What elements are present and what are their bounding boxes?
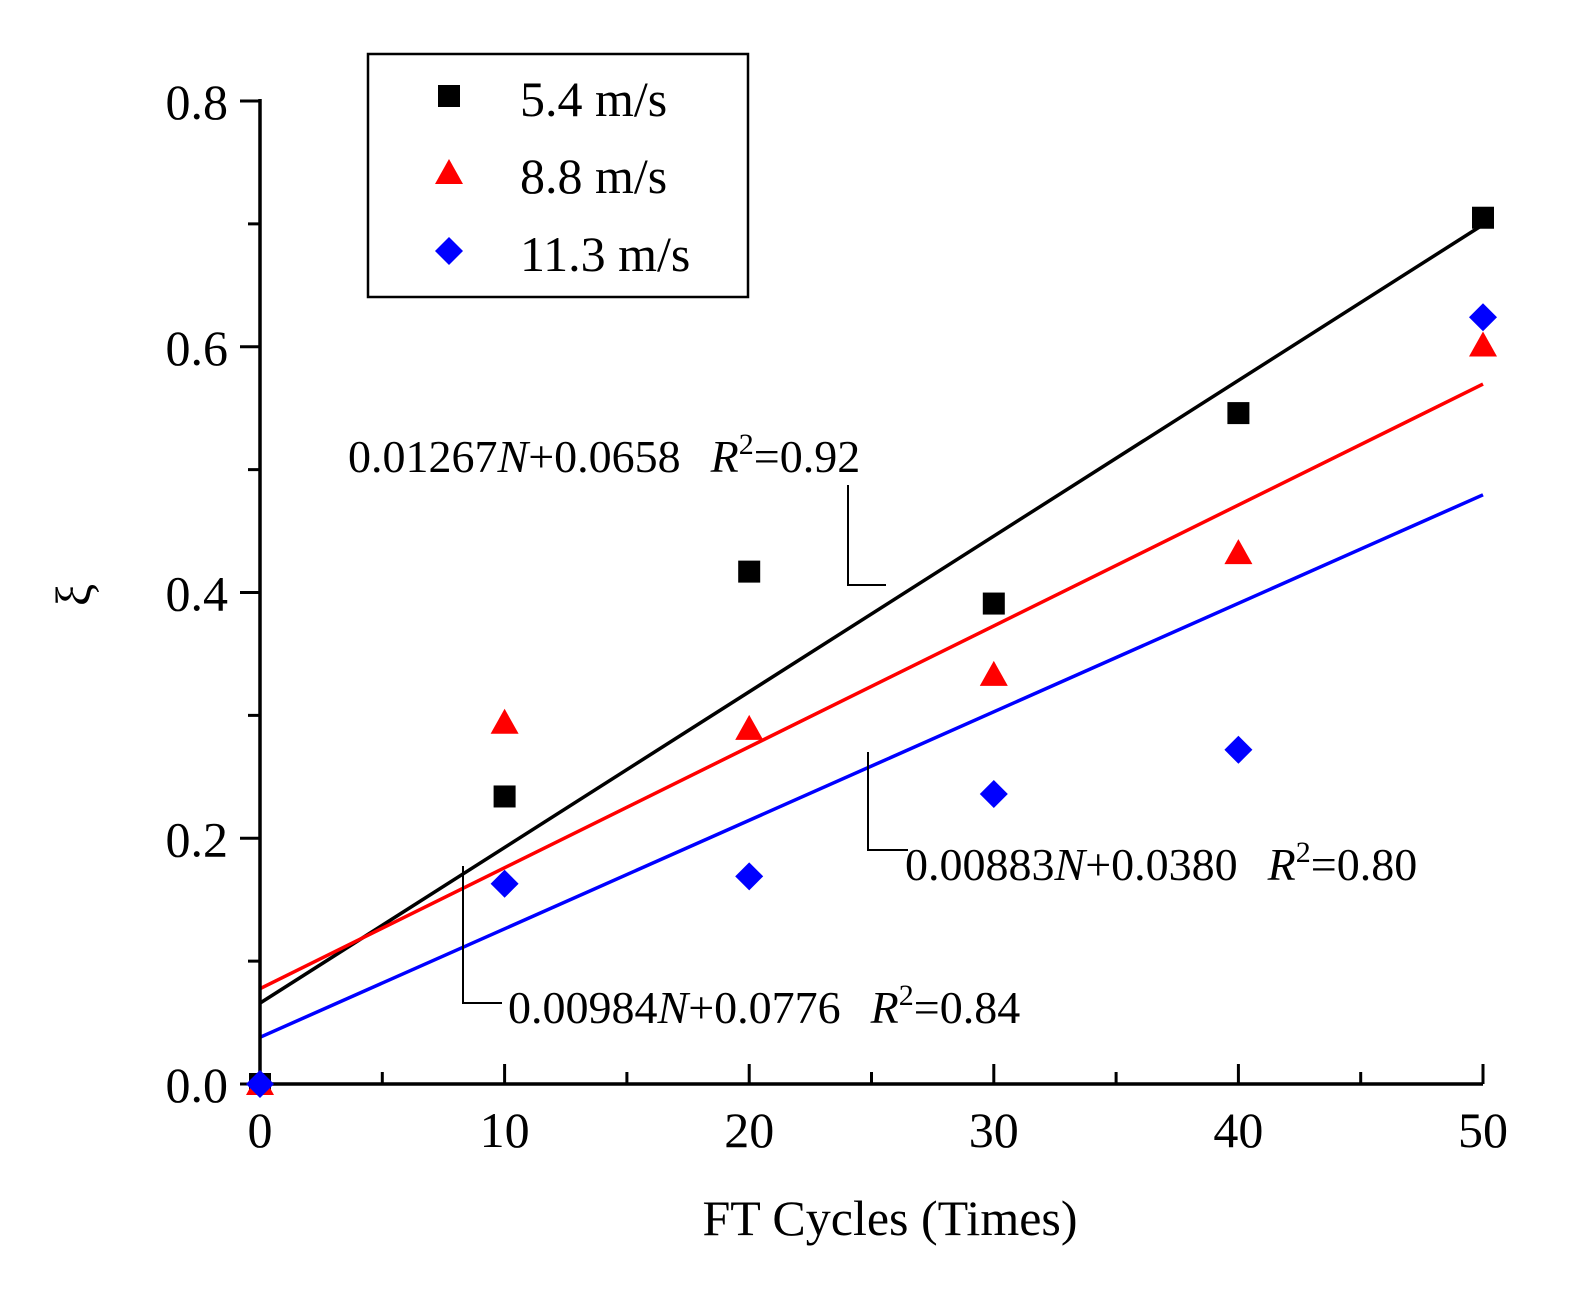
annotation-leader-1 (867, 752, 908, 851)
eq-sup: 2 (739, 428, 754, 461)
eq-var: N (497, 431, 531, 482)
legend-label: 11.3 m/s (520, 226, 690, 282)
eq-coef: 0.00984 (508, 982, 658, 1033)
labels: 0 10 20 30 40 50 0.0 0.2 0.4 0.6 0.8 FT Cycles (Tim… (45, 74, 1508, 1246)
data-point-diamond (490, 869, 519, 898)
x-axis-title: FT Cycles (Times) (702, 1190, 1077, 1246)
y-tick-label: 0.0 (166, 1057, 229, 1113)
y-tick-label: 0.6 (166, 320, 229, 376)
x-tick-label: 10 (480, 1102, 530, 1158)
data-point-square (1227, 402, 1250, 425)
data-point-square (493, 785, 516, 808)
data-point-triangle (490, 708, 519, 734)
fit-equation-2: 0.00984N+0.0776 R2=0.84 (508, 979, 1020, 1033)
data-point-triangle (979, 660, 1008, 686)
fit-lines (259, 223, 1484, 1039)
eq-sup: 2 (1296, 836, 1311, 869)
y-tick-label: 0.4 (166, 566, 229, 622)
legend-marker-triangle (435, 159, 463, 184)
data-point-square (738, 560, 761, 583)
eq-const: +0.0776 (688, 982, 840, 1033)
eq-value: =0.84 (914, 982, 1020, 1033)
fit-equation-0: 0.01267N+0.0658 R2=0.92 (348, 428, 860, 482)
x-tick-label: 30 (969, 1102, 1019, 1158)
eq-var: N (1054, 839, 1088, 890)
eq-var: N (657, 982, 691, 1033)
eq-r: R (870, 982, 899, 1033)
data-point-diamond (246, 1070, 274, 1098)
data-point-square (982, 592, 1005, 615)
data-point-triangle (1224, 539, 1253, 565)
legend-label: 8.8 m/s (520, 148, 667, 204)
y-tick-label: 0.2 (166, 811, 229, 867)
eq-sup: 2 (899, 979, 914, 1012)
legend-marker-square (438, 85, 460, 107)
legend-marker-diamond (435, 237, 463, 265)
data-point-diamond (1224, 735, 1253, 764)
eq-r: R (1267, 839, 1296, 890)
eq-r: R (710, 431, 739, 482)
eq-const: +0.0380 (1085, 839, 1237, 890)
fit-line-2 (259, 493, 1484, 1039)
annotation-leader-2 (462, 866, 502, 1004)
data-point-diamond (735, 862, 764, 891)
legend-label: 5.4 m/s (520, 71, 667, 127)
eq-value: =0.92 (754, 431, 860, 482)
x-tick-label: 20 (724, 1102, 774, 1158)
x-tick-label: 40 (1213, 1102, 1263, 1158)
legend: 5.4 m/s 8.8 m/s 11.3 m/s (366, 52, 750, 299)
fit-equation-1: 0.00883N+0.0380 R2=0.80 (905, 836, 1417, 890)
fit-line-0 (259, 223, 1484, 1005)
legend-box (366, 52, 750, 299)
eq-const: +0.0658 (528, 431, 680, 482)
data-point-square (1472, 206, 1494, 229)
x-tick-label: 0 (248, 1102, 273, 1158)
y-tick-label: 0.8 (166, 74, 229, 130)
data-point-diamond (1469, 303, 1497, 332)
annotation-leaders (462, 485, 908, 1004)
data-point-diamond (979, 780, 1008, 809)
x-tick-label: 50 (1458, 1102, 1508, 1158)
data-point-triangle (735, 714, 764, 740)
data-point-triangle (1469, 331, 1497, 357)
annotation-leader-0 (847, 485, 886, 586)
data-markers (246, 206, 1497, 1098)
y-axis-title: ξ (45, 584, 101, 606)
eq-coef: 0.00883 (905, 839, 1055, 890)
eq-value: =0.80 (1311, 839, 1417, 890)
eq-coef: 0.01267 (348, 431, 498, 482)
